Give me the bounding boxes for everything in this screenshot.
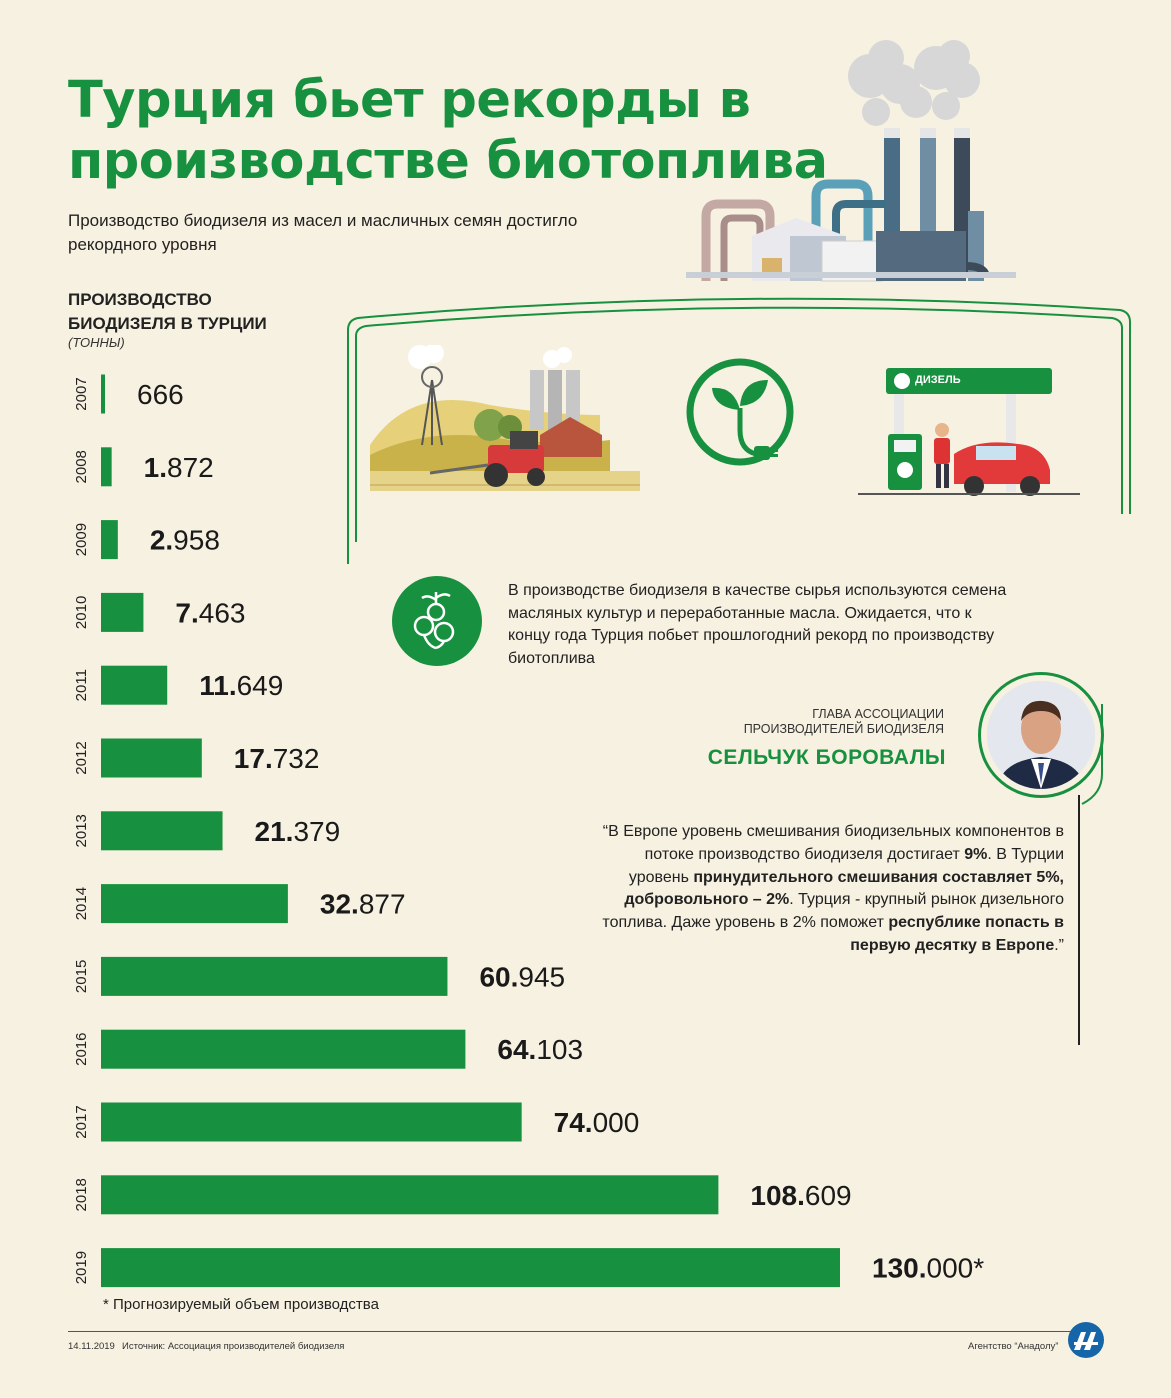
info-text: В производстве биодизеля в качестве сырь…	[508, 582, 1007, 667]
footer-agency: Агентство “Анадолу”	[968, 1341, 1059, 1352]
photo-ring	[978, 672, 1104, 798]
chart-unit: (ТОННЫ)	[68, 335, 125, 350]
bar-value-label: 130.000*	[872, 1253, 984, 1284]
bio-leaf-plug-icon	[686, 358, 794, 466]
quote-part-4: .”	[1054, 936, 1064, 954]
rapeseed-flower-drawing	[413, 592, 455, 650]
person-role: ГЛАВА АССОЦИАЦИИ ПРОИЗВОДИТЕЛЕЙ БИОДИЗЕЛ…	[700, 707, 944, 737]
quote-part-2: . В Турции уровень	[628, 845, 1064, 886]
year-label: 2008	[73, 450, 90, 483]
bar-value-label: 2.958	[150, 525, 220, 556]
bar	[101, 1029, 466, 1069]
bar-value-label: 74.000	[554, 1107, 640, 1138]
bar-value-label: 1.872	[144, 452, 214, 483]
year-label: 2016	[73, 1033, 90, 1066]
year-label: 2018	[73, 1178, 90, 1211]
bar	[101, 811, 223, 851]
quote-part-1: “В Европе уровень смешивания биодизельны…	[602, 823, 1064, 863]
bar	[101, 1175, 719, 1215]
person-role-line-2: ПРОИЗВОДИТЕЛЕЙ БИОДИЗЕЛЯ	[743, 722, 944, 736]
aa-logo-icon	[1068, 1322, 1104, 1358]
bar	[101, 1248, 840, 1288]
year-label: 2017	[73, 1105, 90, 1138]
fuel-sign-label: ДИЗЕЛЬ	[915, 374, 961, 386]
bar	[101, 738, 202, 778]
year-label: 2013	[73, 814, 90, 847]
bar	[101, 665, 168, 705]
footer-divider	[68, 1331, 1080, 1332]
person-name: СЕЛЬЧУК БОРОВАЛЫ	[707, 746, 946, 769]
bar-value-label: 17.732	[234, 743, 320, 774]
bar	[101, 956, 448, 996]
quote-bold-2: принудительного смешивания составляет 5%…	[624, 868, 1064, 909]
page-title: Турция бьет рекорды в производстве биото…	[68, 70, 828, 192]
year-label: 2007	[73, 377, 90, 410]
bar	[101, 374, 105, 414]
bar-value-label: 7.463	[175, 597, 245, 628]
quote-part-3: . Турция - крупный рынок дизельного топл…	[602, 891, 1064, 932]
chart-heading: ПРОИЗВОДСТВО БИОДИЗЕЛЯ В ТУРЦИИ	[68, 288, 267, 336]
chart-heading-line-1: ПРОИЗВОДСТВО	[68, 290, 212, 309]
avatar	[987, 681, 1095, 789]
chart-footnote: * Прогнозируемый объем производства	[103, 1296, 379, 1313]
farm-illustration	[370, 345, 640, 491]
title-line-1: Турция бьет рекорды в	[68, 71, 751, 130]
quote-bold-3: республике попасть в первую десятку в Ев…	[850, 914, 1064, 954]
year-label: 2011	[73, 669, 90, 701]
year-label: 2019	[73, 1251, 90, 1284]
year-label: 2010	[73, 596, 90, 629]
footer-source: Источник: Ассоциация производителей биод…	[122, 1341, 345, 1352]
bar-value-label: 666	[137, 379, 184, 410]
page-subtitle: Производство биодизеля из масел и маслич…	[68, 211, 578, 254]
bar-value-label: 21.379	[255, 816, 341, 847]
bar	[101, 884, 288, 924]
chart-heading-line-2: БИОДИЗЕЛЯ В ТУРЦИИ	[68, 314, 267, 333]
quote-text: “В Европе уровень смешивания биодизельны…	[600, 821, 1064, 958]
year-label: 2012	[73, 741, 90, 774]
title-line-2: производстве биотоплива	[68, 132, 828, 191]
bar-value-label: 32.877	[320, 889, 406, 920]
year-label: 2014	[73, 887, 90, 920]
bar-value-label: 60.945	[479, 961, 565, 992]
bar	[101, 447, 112, 487]
quote-bold-1: 9%	[964, 845, 988, 863]
person-role-line-1: ГЛАВА АССОЦИАЦИИ	[812, 707, 944, 721]
bar	[101, 520, 118, 560]
bar	[101, 1102, 522, 1142]
footer-date: 14.11.2019	[68, 1341, 115, 1352]
decorative-frame	[347, 297, 1131, 805]
fuel-station-illustration	[858, 368, 1080, 496]
bar-value-label: 64.103	[497, 1034, 583, 1065]
bar-value-label: 11.649	[199, 670, 283, 701]
year-label: 2015	[73, 960, 90, 993]
bar	[101, 592, 144, 632]
year-label: 2009	[73, 523, 90, 556]
factory-illustration	[686, 40, 1016, 282]
bar-chart: 2007 666 2008 1.872 2009 2.958 2010 7.463 2011 11…	[73, 374, 984, 1288]
rapeseed-flower-icon	[392, 576, 482, 666]
bar-value-label: 108.609	[750, 1180, 851, 1211]
avatar-drawing	[987, 681, 1095, 789]
quote-divider	[1078, 795, 1080, 1045]
